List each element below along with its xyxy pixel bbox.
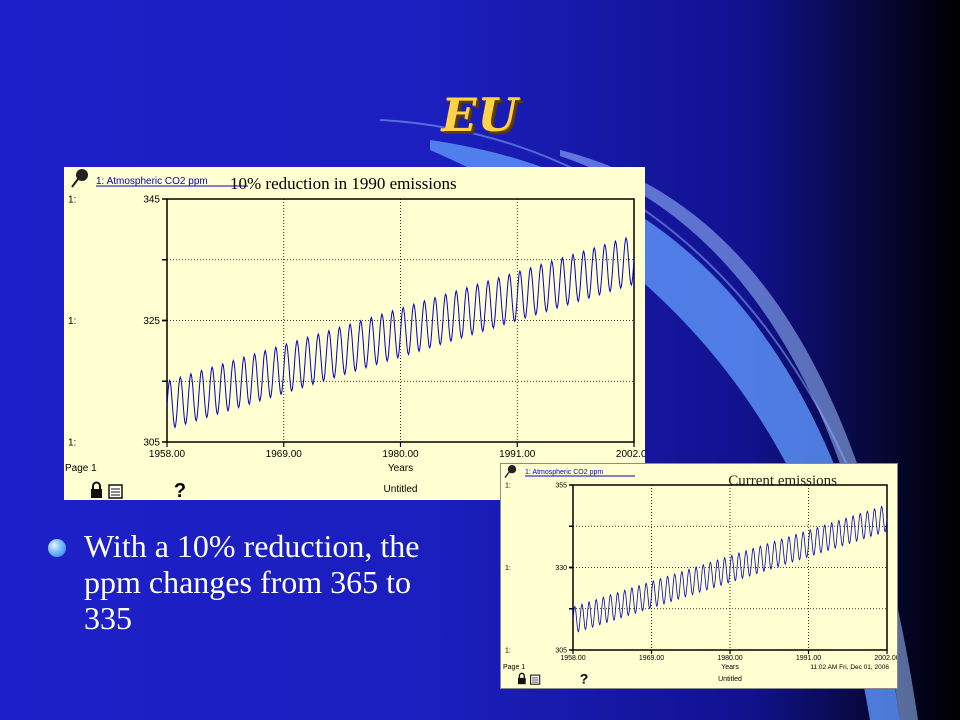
x-tick-label: 2002.00 — [874, 655, 897, 662]
y-tick-label: 330 — [555, 565, 567, 572]
page-icon — [108, 484, 123, 499]
bullet-list: With a 10% reduction, the ppm changes fr… — [48, 528, 428, 636]
page-label: Page 1 — [503, 664, 525, 671]
y-tick-label: 325 — [143, 316, 160, 327]
bullet-dot-icon — [48, 539, 66, 557]
timestamp: 11:02 AM Fri, Dec 01, 2006 — [810, 664, 889, 671]
x-tick-label: 1991.00 — [796, 655, 821, 662]
y-tick-label: 355 — [555, 482, 567, 489]
x-tick-label: 1958.00 — [560, 655, 585, 662]
file-name: Untitled — [718, 676, 742, 683]
file-name: Untitled — [384, 484, 418, 495]
help-icon: ? — [174, 480, 186, 500]
series-label: 1: Atmospheric CO2 ppm — [525, 469, 603, 476]
x-tick-label: 1969.00 — [266, 449, 303, 460]
bullet-item: With a 10% reduction, the ppm changes fr… — [48, 528, 428, 636]
y-tick-prefix: 1: — [68, 437, 76, 448]
series-line-0 — [166, 236, 635, 429]
slide-title: EU — [441, 88, 519, 142]
y-tick-prefix: 1: — [505, 482, 511, 489]
x-axis-label: Years — [388, 463, 413, 474]
pin-icon — [504, 465, 517, 479]
x-tick-label: 1980.00 — [717, 655, 742, 662]
y-tick-prefix: 1: — [505, 647, 511, 654]
page-icon — [530, 674, 541, 685]
chart-current-emissions-svg: 1: Atmospheric CO2 ppm Current emissions 1… — [503, 465, 897, 687]
y-tick-label: 305 — [143, 437, 160, 448]
page-label: Page 1 — [65, 463, 97, 474]
help-icon: ? — [580, 671, 589, 687]
x-tick-label: 2002.00 — [616, 449, 645, 460]
chart-title: 10% reduction in 1990 emissions — [230, 174, 457, 193]
chart-10pct-reduction: 1: Atmospheric CO2 ppm 10% reduction in 1… — [64, 167, 645, 500]
series-line-0 — [572, 505, 888, 633]
x-tick-label: 1969.00 — [639, 655, 664, 662]
pin-icon — [71, 169, 88, 188]
y-tick-prefix: 1: — [68, 194, 76, 205]
y-tick-prefix: 1: — [505, 565, 511, 572]
chart-current-emissions: 1: Atmospheric CO2 ppm Current emissions 1… — [500, 463, 898, 689]
x-axis-label: Years — [721, 664, 739, 671]
lock-icon — [91, 481, 102, 498]
y-tick-prefix: 1: — [68, 316, 76, 327]
x-tick-label: 1958.00 — [149, 449, 186, 460]
chart-10pct-reduction-svg: 1: Atmospheric CO2 ppm 10% reduction in 1… — [65, 169, 645, 500]
bullet-text: With a 10% reduction, the ppm changes fr… — [84, 528, 420, 636]
x-tick-label: 1991.00 — [499, 449, 536, 460]
lock-icon — [518, 672, 526, 685]
series-label: 1: Atmospheric CO2 ppm — [96, 176, 208, 187]
y-tick-label: 305 — [555, 647, 567, 654]
y-tick-label: 345 — [143, 194, 160, 205]
chart-title: Current emissions — [728, 473, 837, 489]
x-tick-label: 1980.00 — [382, 449, 419, 460]
